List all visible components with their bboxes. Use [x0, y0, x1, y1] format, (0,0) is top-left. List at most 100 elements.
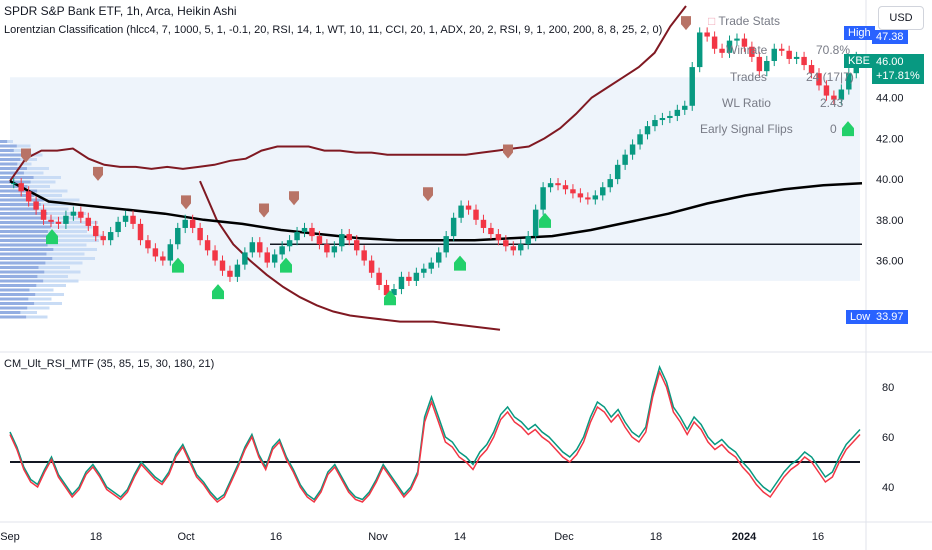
sell-signal-marker	[289, 191, 299, 206]
candle	[764, 60, 770, 72]
wl-ratio-value: 2.43	[820, 96, 844, 110]
trades-label: Trades	[730, 70, 767, 84]
volume-profile-bar-up	[0, 257, 53, 260]
candle	[846, 73, 852, 90]
candle	[607, 179, 613, 188]
volume-profile-bar-up	[0, 243, 48, 247]
candle	[637, 134, 643, 145]
candle	[622, 154, 628, 165]
indicator-legend[interactable]: Lorentzian Classification (hlcc4, 7, 100…	[4, 24, 663, 36]
candle	[324, 244, 330, 253]
candle	[368, 260, 375, 273]
rsi-fast-line	[9, 369, 861, 504]
sell-signal-marker	[681, 16, 691, 31]
low-label-tag: Low	[846, 310, 875, 324]
candle	[331, 246, 338, 253]
candle	[450, 217, 457, 237]
wl-ratio-label: WL Ratio	[722, 96, 771, 110]
candle	[383, 284, 390, 296]
oscillator-title[interactable]: CM_Ult_RSI_MTF (35, 85, 15, 30, 180, 21)	[4, 358, 215, 370]
volume-profile-bar-up	[0, 194, 35, 197]
candle	[801, 56, 807, 66]
candle	[682, 105, 688, 110]
candle	[85, 217, 92, 226]
symbol-tag: KBE	[844, 54, 875, 68]
candle	[204, 240, 211, 251]
candle	[70, 211, 77, 216]
chart-title[interactable]: SPDR S&P Bank ETF, 1h, Arca, Heikin Ashi	[4, 4, 237, 18]
candle	[137, 223, 144, 241]
candle	[614, 164, 621, 180]
volume-profile-bar-up	[0, 266, 39, 269]
time-tick-label: Sep	[0, 531, 20, 543]
candle	[152, 248, 159, 257]
candle	[376, 272, 382, 285]
candle	[659, 118, 666, 121]
candle	[562, 185, 569, 190]
lower-band-line	[199, 180, 501, 331]
volume-profile-bar-up	[0, 293, 36, 296]
oscillator-tick-label: 40	[882, 482, 894, 494]
candle	[674, 109, 681, 116]
sell-signal-marker	[259, 203, 269, 218]
buy-signal-marker	[280, 257, 292, 273]
time-tick-label: 18	[90, 531, 102, 543]
price-tick-label: 40.00	[876, 174, 904, 186]
candle	[279, 246, 285, 255]
early-flips-label: Early Signal Flips	[700, 122, 793, 136]
volume-profile-bar-up	[0, 230, 48, 233]
candle	[741, 38, 748, 47]
candle	[577, 193, 584, 198]
candle	[257, 242, 263, 253]
currency-button[interactable]: USD	[878, 6, 924, 30]
candle	[600, 187, 606, 196]
candle	[413, 272, 420, 281]
volume-profile-bar-up	[0, 153, 24, 157]
candle	[570, 189, 576, 194]
candle	[160, 256, 166, 261]
candle	[808, 65, 815, 74]
candle	[175, 227, 181, 245]
candle	[667, 115, 673, 118]
volume-profile-bar-up	[0, 288, 30, 292]
candle	[488, 227, 494, 235]
time-tick-label: 16	[270, 531, 282, 543]
low-value-tag: 33.97	[872, 310, 908, 324]
high-value-tag: 47.38	[872, 30, 908, 44]
sell-signal-marker	[181, 195, 191, 210]
candle	[838, 89, 845, 100]
candle	[167, 244, 174, 261]
candle	[361, 250, 367, 261]
volume-profile-bar-up	[0, 207, 38, 211]
candle	[793, 56, 800, 59]
sell-signal-marker	[423, 187, 433, 202]
candle	[831, 95, 837, 100]
candle	[242, 252, 248, 265]
candle	[652, 120, 658, 127]
candle	[749, 46, 755, 57]
candle	[391, 289, 397, 296]
candle	[264, 252, 270, 263]
trade-stats-title: □ Trade Stats	[708, 14, 780, 28]
candle	[786, 50, 792, 59]
candle	[443, 236, 449, 253]
volume-profile-bar-up	[0, 315, 27, 319]
candle	[711, 36, 718, 49]
candle	[212, 250, 218, 261]
trades-value: 24 (17|7)	[806, 70, 854, 84]
candle	[115, 221, 121, 233]
candle	[495, 234, 502, 241]
candle	[473, 209, 479, 220]
price-tick-label: 38.00	[876, 215, 904, 227]
candle	[398, 276, 405, 290]
candle	[130, 215, 136, 224]
candle	[145, 240, 151, 249]
volume-profile-bar-up	[0, 171, 24, 175]
candle	[11, 183, 17, 185]
volume-profile-bar-up	[0, 275, 38, 278]
volume-profile-bar-up	[0, 167, 27, 170]
candle	[346, 234, 352, 241]
candle	[540, 187, 546, 210]
last-price-tag: 46.00 +17.81%	[872, 54, 924, 84]
